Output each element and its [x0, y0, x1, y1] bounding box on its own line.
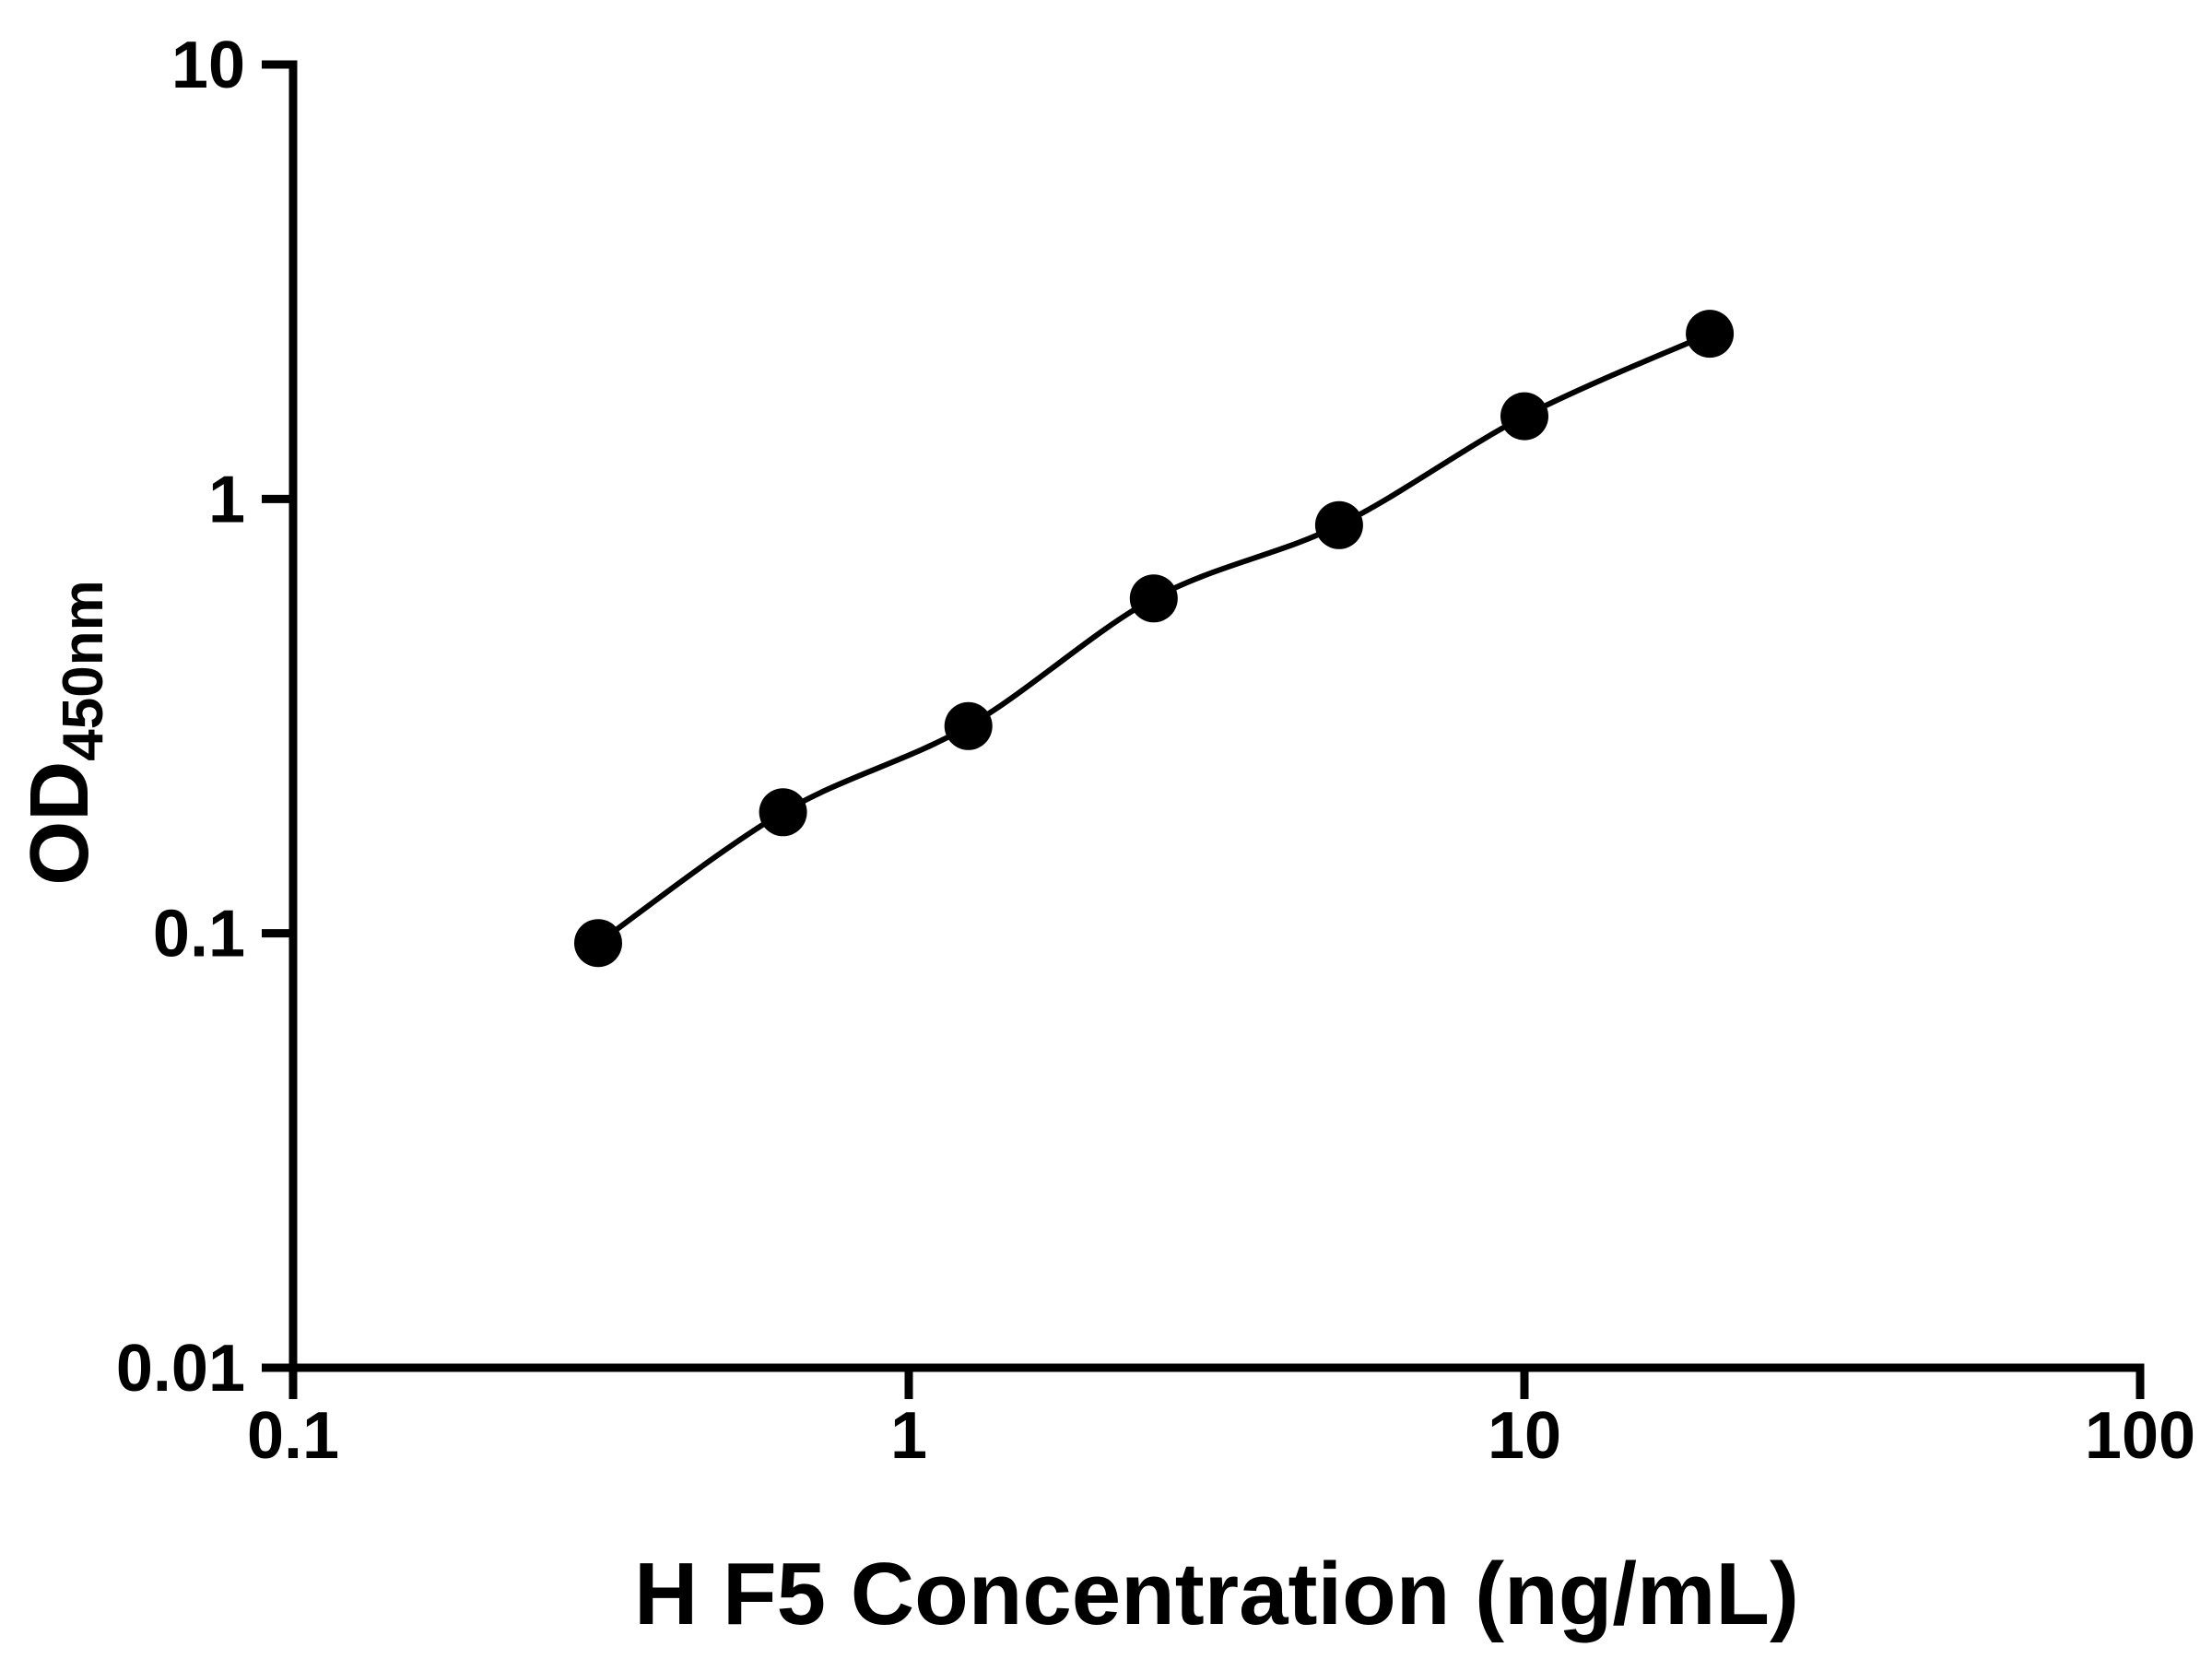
- data-point-marker: [1500, 392, 1548, 441]
- x-tick-label: 0.1: [247, 1399, 339, 1473]
- data-point-marker: [1314, 500, 1363, 549]
- y-tick-label: 0.1: [153, 898, 245, 971]
- data-point-marker: [1686, 310, 1735, 359]
- data-point-marker: [944, 701, 993, 750]
- x-tick-label: 1: [890, 1399, 927, 1473]
- x-tick-label: 10: [1488, 1399, 1561, 1473]
- x-tick-label: 100: [2085, 1399, 2195, 1473]
- data-point-marker: [759, 788, 807, 837]
- y-tick-label: 0.01: [116, 1332, 245, 1406]
- data-point-marker: [1129, 574, 1178, 623]
- x-axis-title: H F5 Concentration (ng/mL): [634, 1545, 1799, 1643]
- y-axis-title: OD450nm: [14, 580, 115, 885]
- y-tick-label: 10: [171, 29, 245, 102]
- y-tick-label: 1: [208, 463, 245, 536]
- data-point-marker: [574, 919, 622, 968]
